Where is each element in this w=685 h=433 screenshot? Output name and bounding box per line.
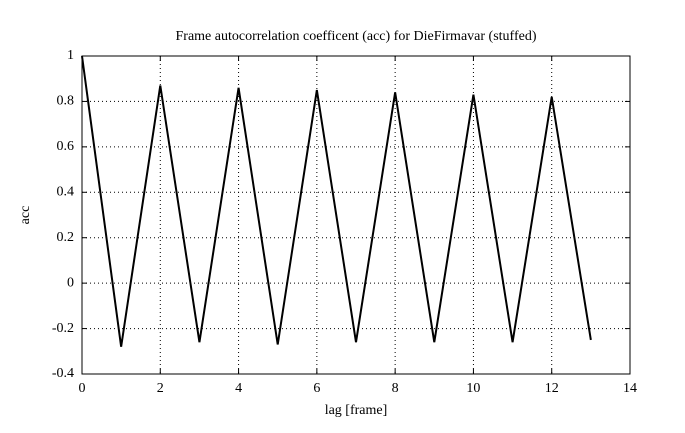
- x-tick-label: 10: [466, 381, 480, 396]
- data-line: [81, 55, 592, 347]
- x-tick-label: 4: [235, 381, 242, 396]
- x-tick-label: 6: [313, 381, 320, 396]
- y-tick-label: 0: [67, 275, 74, 290]
- x-tick-label: 2: [157, 381, 164, 396]
- y-tick-label: 0.2: [57, 230, 75, 245]
- x-axis-label: lag [frame]: [325, 403, 388, 418]
- y-tick-label: 0.8: [57, 94, 75, 109]
- x-tick-label: 8: [392, 381, 399, 396]
- chart-title: Frame autocorrelation coefficent (acc) f…: [176, 29, 537, 44]
- x-tick-label: 0: [79, 381, 86, 396]
- x-tick-label: 14: [623, 381, 637, 396]
- plot-frame: [81, 55, 631, 375]
- y-tick-label: -0.2: [52, 321, 74, 336]
- y-tick-label: -0.4: [52, 366, 74, 381]
- y-axis-label: acc: [18, 206, 33, 225]
- x-tick-label: 12: [545, 381, 559, 396]
- y-tick-label: 0.6: [57, 139, 75, 154]
- y-tick-label: 1: [67, 48, 74, 63]
- y-tick-label: 0.4: [57, 185, 75, 200]
